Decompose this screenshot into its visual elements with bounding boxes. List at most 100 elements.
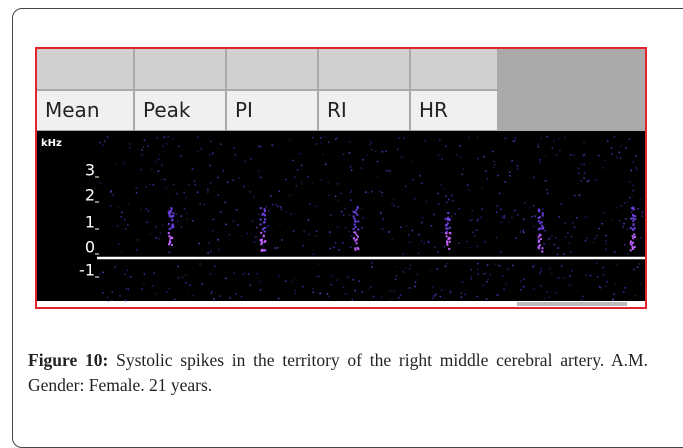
noise bbox=[604, 243, 607, 245]
spike bbox=[357, 248, 360, 251]
noise bbox=[405, 267, 407, 270]
spike bbox=[537, 228, 540, 231]
noise bbox=[207, 188, 209, 191]
noise bbox=[380, 212, 382, 215]
noise bbox=[376, 160, 379, 163]
noise bbox=[314, 235, 317, 237]
noise bbox=[540, 270, 543, 273]
noise bbox=[476, 245, 479, 248]
noise bbox=[641, 211, 643, 214]
noise bbox=[210, 140, 212, 143]
spike bbox=[262, 249, 265, 252]
spike bbox=[260, 243, 263, 246]
noise bbox=[630, 211, 633, 213]
noise bbox=[571, 269, 573, 272]
noise bbox=[593, 180, 596, 182]
noise bbox=[449, 247, 452, 250]
noise bbox=[464, 293, 466, 296]
noise bbox=[570, 154, 572, 156]
noise bbox=[440, 184, 442, 186]
noise bbox=[299, 152, 301, 155]
noise bbox=[127, 203, 129, 205]
noise bbox=[636, 266, 639, 268]
noise bbox=[338, 249, 340, 251]
noise bbox=[598, 286, 601, 288]
noise bbox=[416, 273, 419, 276]
spike bbox=[263, 210, 266, 212]
noise bbox=[620, 145, 622, 147]
axis-label: 3 bbox=[85, 161, 95, 180]
noise bbox=[153, 272, 155, 274]
noise bbox=[354, 290, 357, 292]
noise bbox=[546, 188, 548, 191]
noise bbox=[540, 137, 542, 140]
noise bbox=[568, 284, 571, 286]
noise bbox=[544, 229, 546, 232]
noise bbox=[568, 242, 571, 244]
noise bbox=[570, 251, 572, 253]
noise bbox=[321, 153, 324, 155]
noise bbox=[262, 245, 264, 247]
noise bbox=[336, 183, 339, 185]
noise bbox=[185, 274, 187, 276]
noise bbox=[243, 185, 246, 188]
noise bbox=[485, 272, 487, 275]
noise bbox=[381, 228, 384, 230]
noise bbox=[122, 159, 124, 161]
noise bbox=[486, 280, 488, 283]
spike bbox=[537, 245, 540, 248]
noise bbox=[477, 218, 480, 220]
noise bbox=[421, 216, 424, 219]
noise bbox=[519, 231, 521, 233]
noise bbox=[496, 205, 499, 207]
noise bbox=[578, 194, 581, 196]
noise bbox=[121, 211, 123, 214]
noise bbox=[381, 195, 384, 197]
noise bbox=[532, 266, 535, 268]
spike bbox=[629, 227, 632, 230]
spike bbox=[449, 232, 452, 235]
noise bbox=[548, 238, 550, 240]
spike bbox=[538, 239, 541, 242]
noise bbox=[253, 196, 255, 198]
noise bbox=[198, 242, 200, 245]
noise bbox=[584, 240, 587, 242]
noise bbox=[495, 211, 498, 213]
noise bbox=[476, 220, 478, 222]
noise bbox=[483, 156, 485, 158]
noise bbox=[562, 253, 565, 255]
spike bbox=[354, 248, 357, 251]
noise bbox=[114, 266, 116, 268]
noise bbox=[102, 271, 104, 274]
noise bbox=[226, 181, 229, 184]
noise bbox=[573, 226, 576, 229]
noise bbox=[358, 280, 360, 282]
noise bbox=[197, 151, 199, 153]
spike bbox=[634, 215, 637, 218]
noise bbox=[494, 263, 496, 265]
noise bbox=[512, 264, 514, 267]
noise bbox=[351, 235, 353, 237]
scroll-thumb bbox=[517, 302, 627, 306]
noise bbox=[556, 154, 558, 156]
noise bbox=[386, 170, 389, 172]
noise bbox=[572, 222, 574, 224]
noise bbox=[444, 296, 446, 299]
noise bbox=[601, 223, 604, 225]
spike bbox=[632, 228, 635, 231]
page: Mean Peak PI RI HR kHz 3 2 1 0 -1 Figure 10: Sys… bbox=[12, 8, 683, 448]
noise bbox=[494, 164, 496, 166]
spike bbox=[447, 238, 450, 241]
noise bbox=[546, 192, 549, 195]
noise bbox=[498, 192, 501, 195]
noise bbox=[449, 291, 451, 294]
noise bbox=[482, 284, 485, 287]
noise bbox=[411, 229, 414, 232]
noise bbox=[628, 138, 631, 140]
spike bbox=[446, 240, 448, 243]
spike bbox=[633, 227, 636, 230]
noise bbox=[252, 220, 254, 222]
noise bbox=[606, 280, 608, 283]
noise bbox=[152, 184, 155, 186]
noise bbox=[309, 203, 311, 205]
